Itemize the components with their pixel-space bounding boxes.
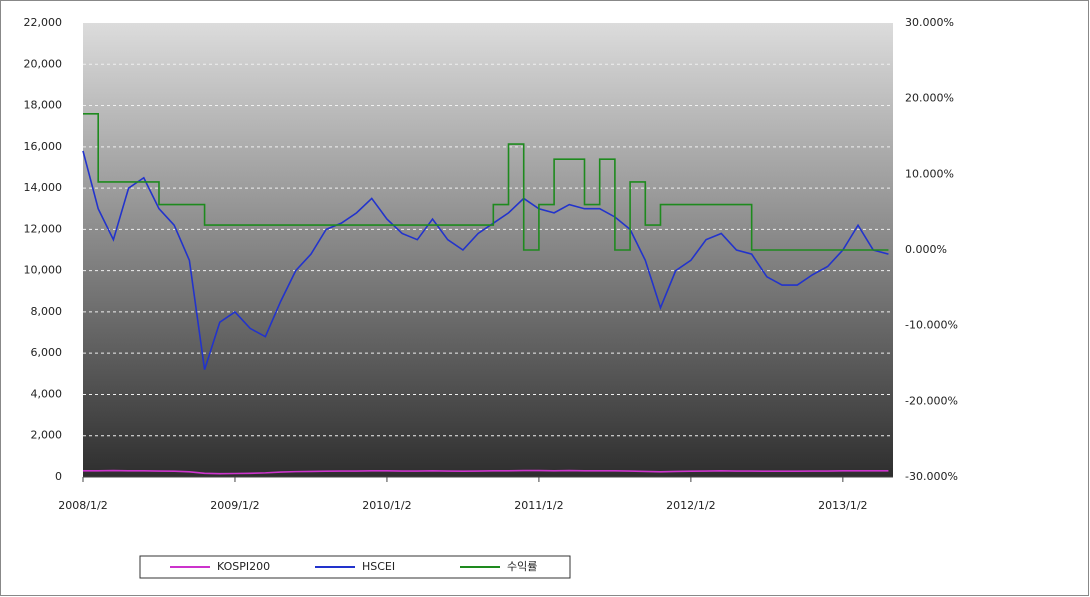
y-tick-label: 4,000	[31, 387, 63, 400]
y-tick-label: 22,000	[24, 16, 63, 29]
x-tick-label: 2010/1/2	[362, 499, 411, 512]
y2-tick-label: -10.000%	[905, 319, 958, 332]
y2-tick-label: 20.000%	[905, 92, 954, 105]
y2-tick-label: -20.000%	[905, 394, 958, 407]
y2-tick-label: 30.000%	[905, 16, 954, 29]
y-tick-label: 20,000	[24, 57, 63, 70]
y-tick-label: 18,000	[24, 99, 63, 112]
legend-label: 수익률	[507, 560, 537, 573]
y2-tick-label: 0.000%	[905, 243, 947, 256]
y-tick-label: 2,000	[31, 429, 63, 442]
x-tick-label: 2012/1/2	[666, 499, 715, 512]
y-tick-label: 16,000	[24, 140, 63, 153]
y-tick-label: 10,000	[24, 264, 63, 277]
y-tick-label: 0	[55, 470, 62, 483]
y-tick-label: 6,000	[31, 346, 63, 359]
x-tick-label: 2013/1/2	[818, 499, 867, 512]
y-tick-label: 8,000	[31, 305, 63, 318]
x-tick-label: 2008/1/2	[58, 499, 107, 512]
y-tick-label: 12,000	[24, 222, 63, 235]
y2-tick-label: -30.000%	[905, 470, 958, 483]
legend-label: HSCEI	[362, 560, 395, 573]
y-tick-label: 14,000	[24, 181, 63, 194]
series-line	[82, 150, 889, 370]
series-line	[83, 113, 889, 251]
y2-tick-label: 10.000%	[905, 167, 954, 180]
x-tick-label: 2009/1/2	[210, 499, 259, 512]
legend-label: KOSPI200	[217, 560, 270, 573]
series-line	[83, 469, 889, 475]
x-tick-label: 2011/1/2	[514, 499, 563, 512]
